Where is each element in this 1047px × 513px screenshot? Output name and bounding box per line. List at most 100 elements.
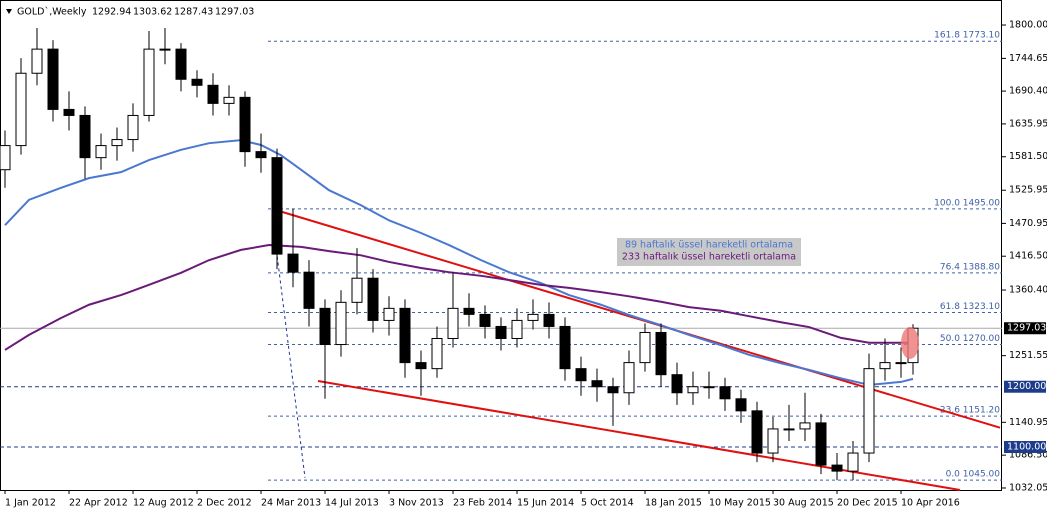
price-box-label: 1200.00 [1007,381,1046,392]
candle-body [735,398,747,412]
candle-body [335,301,347,346]
candle-body [575,368,587,382]
candle-body [703,386,715,389]
moving-average [4,139,914,386]
moving-average [4,244,913,351]
candle-body [895,362,907,365]
fib-label: 0.0 1045.00 [946,470,1001,480]
fib-label: 76.4 1388.80 [940,262,1000,272]
candle-body [527,313,539,321]
y-tick-label: 1800.00 [1009,20,1047,31]
highlight-circle [901,327,919,359]
trend-line [271,207,1001,429]
x-tick-label: 1 Jan 2012 [5,498,56,509]
candle-body [207,84,219,104]
header-value: 1297.03 [215,7,254,18]
fib-label: 23.6 1151.20 [940,406,1000,416]
candle-body [95,145,107,159]
header-value: 1292.94 [92,7,131,18]
y-tick-label: 1360.40 [1009,285,1047,296]
x-tick-label: 30 Aug 2015 [773,498,834,509]
x-tick-label: 10 Apr 2016 [901,498,960,509]
candle-body [415,362,427,370]
x-tick-label: 12 Aug 2012 [133,498,194,509]
candle-body [47,48,59,110]
x-tick-label: 23 Feb 2014 [453,498,512,509]
candle-body [559,325,571,370]
candle-body [143,48,155,116]
candle-body [607,386,619,394]
candle-body [543,313,555,327]
candle-body [591,380,603,388]
candle-body [271,157,283,255]
legend-label: 89 haftalık üssel hareketli ortalama [625,240,793,251]
candle-body [639,331,651,364]
header-value: 1287.43 [174,7,213,18]
candle-body [255,151,267,159]
header: GOLD`,Weekly 1292.94 1303.62 1287.43 1297.0… [17,7,254,18]
current-price-label: 1297.03 [1007,323,1046,334]
current-price-box [1004,322,1046,335]
x-tick-label: 18 Jan 2015 [645,498,702,509]
candle-body [287,253,299,273]
legend: 89 haftalık üssel hareketli ortalama233 … [617,238,801,266]
candle-body [223,96,235,104]
y-tick-label: 1140.95 [1009,417,1047,428]
candle-body [815,422,827,466]
candle-body [495,325,507,340]
candle-body [447,307,459,340]
candle-body [63,108,75,116]
candle-body [383,307,395,321]
y-tick-label: 1416.50 [1009,251,1047,262]
y-tick-label: 1251.55 [1009,350,1047,361]
candle-body [671,374,683,394]
candle-body [15,72,27,147]
fib-label: 100.0 1495.00 [934,198,1000,208]
header-value: 1303.62 [133,7,172,18]
candle-body [767,428,779,454]
candle-body [319,307,331,346]
candle-body [623,362,635,394]
candle-body [655,331,667,376]
x-tick-label: 14 Jul 2013 [325,498,379,509]
candle-body [431,338,443,370]
legend-label: 233 haftalık üssel hareketli ortalama [622,252,796,263]
candle-body [719,386,731,400]
candle-body [863,368,875,454]
fib-label: 50.0 1270.00 [940,334,1000,344]
x-tick-label: 2 Dec 2012 [197,498,252,509]
candle-body [751,410,763,454]
y-tick-label: 1744.65 [1009,53,1047,64]
x-tick-label: 15 Jun 2014 [517,498,574,509]
candle-body [0,145,11,171]
legend-box [617,238,801,266]
candle-body [399,307,411,364]
price-box [1004,380,1046,393]
y-tick-label: 1032.05 [1009,482,1047,493]
candle-body [191,78,203,86]
price-box-label: 1100.00 [1007,442,1046,453]
x-tick-label: 5 Oct 2014 [581,498,634,509]
menu-arrow[interactable] [6,9,12,14]
chart-title: GOLD`,Weekly [17,7,87,18]
y-tick-label: 1635.95 [1009,118,1047,129]
fib-label: 161.8 1773.10 [934,31,1000,41]
candle-body [79,114,91,159]
x-tick-label: 3 Nov 2013 [389,498,444,509]
candle-body [127,114,139,141]
candle-body [783,428,795,431]
candle-body [303,271,315,309]
candle-body [847,452,859,472]
fib-label: 61.8 1323.10 [940,302,1000,312]
candle-body [31,48,43,74]
price-box [1004,441,1046,454]
x-tick-label: 24 Mar 2013 [261,498,321,509]
x-tick-label: 20 Dec 2015 [837,498,898,509]
candle-body [351,277,363,303]
candle-body [687,386,699,394]
candle-body [879,362,891,370]
y-tick-label: 1581.50 [1009,151,1047,162]
candle-body [367,277,379,321]
